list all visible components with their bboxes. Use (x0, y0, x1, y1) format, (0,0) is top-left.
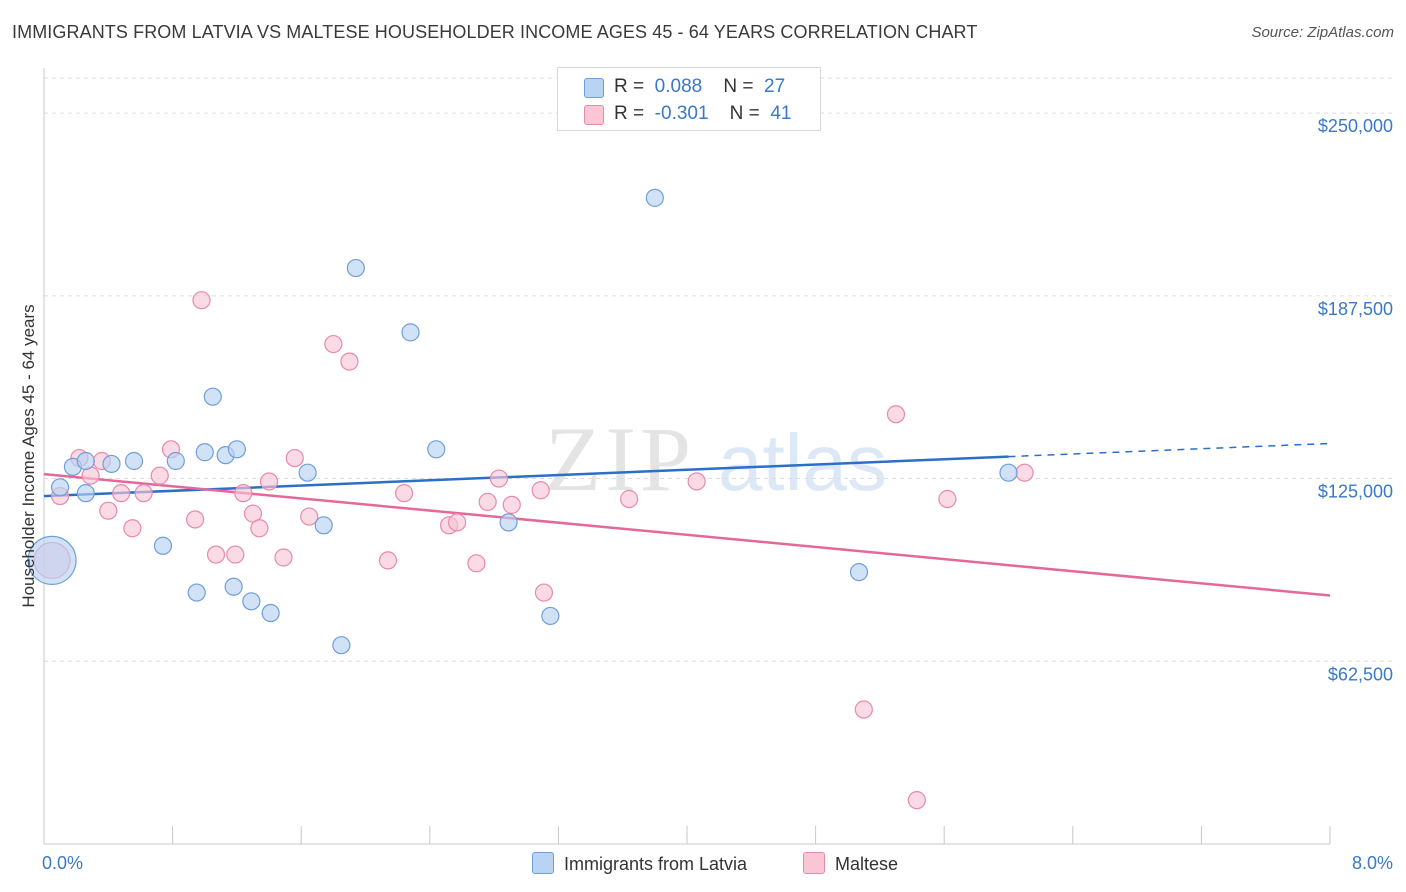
point-latvia (541, 606, 560, 626)
bottom-legend-latvia: Immigrants from Latvia (532, 852, 747, 875)
point-maltese (234, 484, 253, 503)
point-maltese (99, 501, 118, 520)
y-tick-label: $187,500 (1318, 299, 1393, 319)
x-tick-label-min: 0.0% (42, 853, 83, 873)
point-latvia (76, 451, 95, 471)
legend-n-value-maltese: 41 (770, 103, 792, 124)
legend-n-label: N = (723, 76, 754, 97)
legend-n-value-latvia: 27 (764, 76, 786, 97)
point-maltese (886, 405, 906, 424)
bottom-legend-label-maltese: Maltese (835, 854, 899, 874)
y-tick-label: $250,000 (1318, 116, 1393, 136)
point-maltese (531, 481, 550, 500)
legend-swatch-maltese (584, 105, 604, 125)
point-maltese (226, 545, 245, 564)
point-latvia (224, 577, 243, 596)
point-latvia (332, 636, 351, 655)
point-latvia (849, 562, 869, 582)
point-maltese (274, 548, 293, 567)
chart-title: IMMIGRANTS FROM LATVIA VS MALTESE HOUSEH… (12, 22, 978, 42)
legend-swatch-latvia (584, 78, 604, 98)
point-maltese (123, 519, 142, 538)
point-maltese (378, 551, 398, 570)
point-maltese (340, 352, 359, 371)
point-maltese (394, 484, 414, 503)
point-latvia (227, 440, 246, 459)
point-latvia (499, 513, 518, 532)
point-maltese (1015, 463, 1034, 482)
point-maltese (186, 510, 205, 529)
point-latvia (195, 443, 214, 462)
point-maltese (259, 472, 279, 491)
trendline-maltese (43, 472, 1331, 597)
legend-r-label: R = (614, 76, 645, 97)
point-latvia (124, 451, 144, 471)
legend-r-value-maltese: -0.301 (654, 103, 709, 124)
point-latvia (401, 323, 420, 342)
point-maltese (938, 489, 957, 509)
point-latvia (153, 536, 173, 555)
point-latvia (427, 440, 446, 459)
point-maltese (285, 448, 304, 468)
point-latvia (166, 451, 185, 471)
point-maltese (112, 484, 131, 503)
trendline-latvia-extension (1008, 442, 1331, 458)
stats-legend: R = 0.088 N = 27 R = -0.301 N = 41 (557, 67, 821, 131)
point-latvia (298, 463, 317, 482)
bottom-legend-label-latvia: Immigrants from Latvia (564, 854, 748, 874)
point-latvia (27, 535, 77, 586)
legend-r-label: R = (614, 103, 645, 124)
watermark: ZIP atlas (545, 408, 887, 510)
y-tick-label: $125,000 (1318, 482, 1393, 502)
point-latvia (187, 583, 206, 602)
point-maltese (467, 554, 486, 573)
point-latvia (261, 603, 280, 623)
bottom-legend-swatch-maltese (803, 852, 825, 874)
legend-n-label: N = (729, 103, 760, 124)
point-latvia (999, 463, 1018, 482)
x-tick-label-max: 8.0% (1352, 853, 1393, 873)
point-maltese (134, 484, 153, 503)
point-latvia (346, 258, 365, 278)
point-latvia (102, 454, 121, 474)
bottom-legend-maltese: Maltese (803, 852, 898, 875)
point-maltese (489, 469, 509, 488)
point-latvia (203, 387, 222, 406)
point-maltese (150, 466, 169, 485)
bottom-legend-swatch-latvia (532, 852, 554, 874)
point-latvia (76, 484, 95, 503)
point-maltese (907, 791, 926, 810)
point-latvia (50, 478, 70, 497)
watermark-zip: ZIP (545, 408, 695, 510)
point-maltese (206, 545, 226, 564)
point-maltese (687, 472, 706, 491)
point-latvia (242, 592, 261, 611)
point-maltese (324, 334, 343, 354)
point-latvia (645, 188, 664, 207)
point-maltese (478, 492, 497, 512)
point-maltese (250, 519, 269, 538)
point-maltese (300, 507, 319, 526)
point-maltese (534, 583, 554, 602)
point-maltese (448, 513, 467, 532)
point-maltese (854, 700, 873, 719)
point-maltese (192, 291, 211, 310)
source-credit: Source: ZipAtlas.com (1251, 24, 1394, 41)
point-maltese (620, 489, 639, 509)
point-latvia (314, 516, 333, 535)
point-maltese (502, 495, 521, 514)
y-axis-title: Householder Income Ages 45 - 64 years (19, 304, 38, 607)
y-tick-label: $62,500 (1328, 664, 1393, 684)
legend-r-value-latvia: 0.088 (654, 76, 703, 97)
